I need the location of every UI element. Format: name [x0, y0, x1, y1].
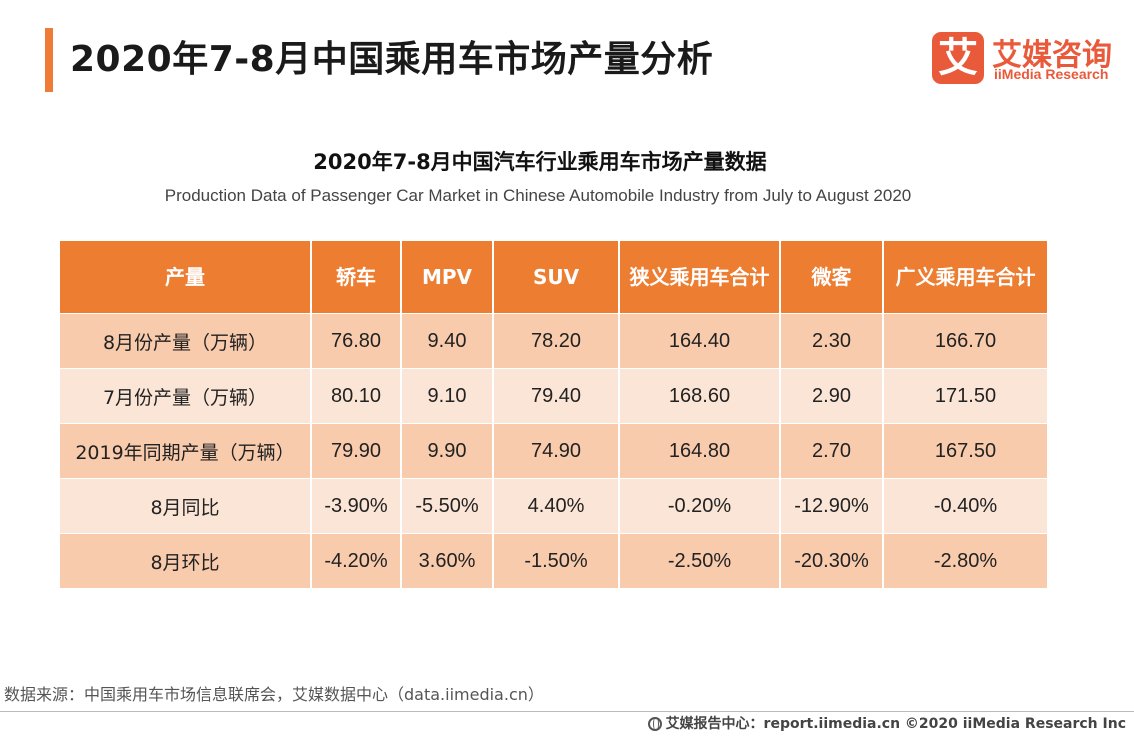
table-subtitle: Production Data of Passenger Car Market …	[164, 186, 912, 205]
table-cell: 164.80	[619, 423, 781, 479]
header-cell: MPV	[401, 241, 494, 314]
table-cell: 80.10	[311, 368, 402, 424]
row-label: 8月环比	[60, 533, 312, 588]
table-cell: 4.40%	[493, 478, 620, 534]
table-cell: 2.30	[780, 313, 884, 369]
header-cell: 轿车	[311, 241, 402, 314]
table-cell: 76.80	[311, 313, 402, 369]
table-cell: -20.30%	[780, 533, 884, 588]
data-source-note: 数据来源：中国乘用车市场信息联席会，艾媒数据中心（data.iimedia.cn…	[4, 685, 544, 704]
table-cell: 79.40	[493, 368, 620, 424]
table-cell: 9.40	[401, 313, 494, 369]
table-cell: -2.80%	[883, 533, 1047, 588]
footer-text: 艾媒报告中心：report.iimedia.cn ©2020 iiMedia R…	[665, 716, 1126, 732]
table-cell: -0.40%	[883, 478, 1047, 534]
table-cell: 2.90	[780, 368, 884, 424]
table-cell: -4.20%	[311, 533, 402, 588]
table-cell: 79.90	[311, 423, 402, 479]
logo-name-cn: 艾媒咨询	[992, 38, 1112, 73]
globe-icon	[647, 717, 662, 731]
table-cell: 9.10	[401, 368, 494, 424]
page-title: 2020年7-8月中国乘用车市场产量分析	[70, 39, 714, 80]
table-cell: 166.70	[883, 313, 1047, 369]
table-cell: 3.60%	[401, 533, 494, 588]
table-cell: -5.50%	[401, 478, 494, 534]
row-label: 2019年同期产量（万辆）	[60, 423, 312, 479]
header-cell: 狭义乘用车合计	[619, 241, 781, 314]
footer: 艾媒报告中心：report.iimedia.cn ©2020 iiMedia R…	[647, 713, 1126, 733]
table-cell: -1.50%	[493, 533, 620, 588]
table-cell: 78.20	[493, 313, 620, 369]
table-row: 8月份产量（万辆） 76.80 9.40 78.20 164.40 2.30 1…	[60, 313, 1047, 369]
row-label: 7月份产量（万辆）	[60, 368, 312, 424]
header-cell: 广义乘用车合计	[883, 241, 1047, 314]
header-cell: SUV	[493, 241, 620, 314]
table-cell: 2.70	[780, 423, 884, 479]
header-cell: 微客	[780, 241, 884, 314]
table-header-row: 产量 轿车 MPV SUV 狭义乘用车合计 微客 广义乘用车合计	[60, 241, 1047, 314]
table-cell: 167.50	[883, 423, 1047, 479]
table-title: 2020年7-8月中国汽车行业乘用车市场产量数据	[313, 150, 767, 174]
row-label: 8月份产量（万辆）	[60, 313, 312, 369]
header-cell: 产量	[60, 241, 312, 314]
table-row: 8月环比 -4.20% 3.60% -1.50% -2.50% -20.30% …	[60, 533, 1047, 588]
table-cell: 74.90	[493, 423, 620, 479]
table-row: 2019年同期产量（万辆） 79.90 9.90 74.90 164.80 2.…	[60, 423, 1047, 479]
title-accent-bar	[45, 28, 53, 92]
table-cell: 171.50	[883, 368, 1047, 424]
table-row: 7月份产量（万辆） 80.10 9.10 79.40 168.60 2.90 1…	[60, 368, 1047, 424]
footer-divider	[0, 711, 1134, 712]
table-row: 8月同比 -3.90% -5.50% 4.40% -0.20% -12.90% …	[60, 478, 1047, 534]
iimedia-logo: 艾 艾媒咨询 iiMedia Research	[932, 30, 1122, 90]
production-table: 产量 轿车 MPV SUV 狭义乘用车合计 微客 广义乘用车合计 8月份产量（万…	[60, 241, 1047, 588]
row-label: 8月同比	[60, 478, 312, 534]
logo-name-en: iiMedia Research	[994, 66, 1109, 82]
table-cell: -0.20%	[619, 478, 781, 534]
table-cell: 9.90	[401, 423, 494, 479]
table-cell: 164.40	[619, 313, 781, 369]
logo-mark-icon: 艾	[932, 32, 984, 84]
table-cell: -3.90%	[311, 478, 402, 534]
table-cell: -12.90%	[780, 478, 884, 534]
table-cell: -2.50%	[619, 533, 781, 588]
table-cell: 168.60	[619, 368, 781, 424]
